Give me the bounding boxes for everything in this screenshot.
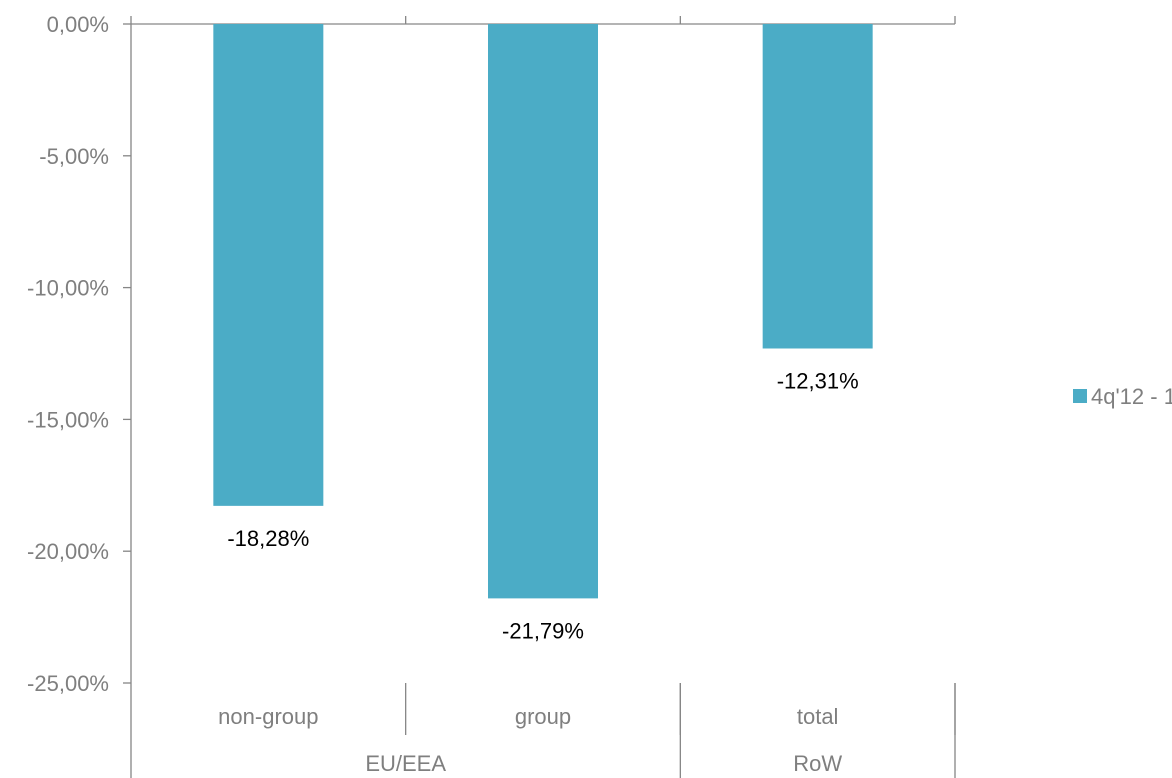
- data-label: -12,31%: [777, 368, 859, 393]
- data-label: -18,28%: [227, 526, 309, 551]
- y-tick-label: -15,00%: [27, 407, 109, 432]
- data-label: -21,79%: [502, 618, 584, 643]
- category-label: group: [515, 704, 571, 729]
- legend-label: 4q'12 - 1q'13: [1091, 384, 1172, 409]
- chart-labels: -18,28% non-group -21,79% group -12,31% total…: [218, 368, 858, 776]
- y-tick-label: -5,00%: [39, 144, 109, 169]
- bar-group: [488, 24, 598, 599]
- y-tick-label: 0,00%: [47, 12, 109, 37]
- category-label: non-group: [218, 704, 318, 729]
- chart-axes: 0,00% -5,00% -10,00% -15,00% -20,00% -25,00%: [27, 12, 956, 778]
- chart-bars: [213, 24, 873, 599]
- legend-swatch: [1073, 389, 1087, 403]
- y-tick-label: -20,00%: [27, 539, 109, 564]
- category-group-label: RoW: [793, 751, 842, 776]
- category-label: total: [797, 704, 839, 729]
- chart-legend: 4q'12 - 1q'13: [1073, 384, 1172, 409]
- category-group-label: EU/EEA: [365, 751, 446, 776]
- y-tick-label: -25,00%: [27, 671, 109, 696]
- y-tick-label: -10,00%: [27, 276, 109, 301]
- bar-non-group: [213, 24, 324, 506]
- bar-total: [762, 24, 873, 349]
